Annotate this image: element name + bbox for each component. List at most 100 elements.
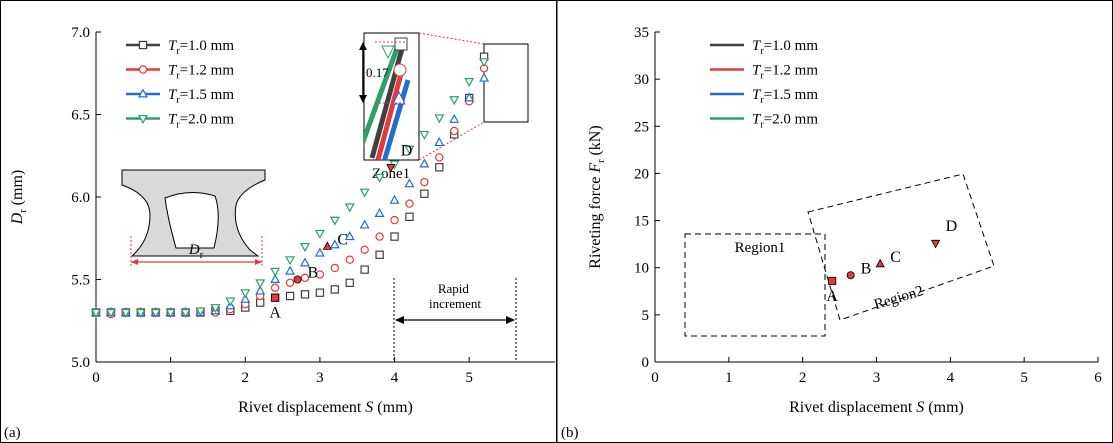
annotation-point <box>846 271 855 280</box>
data-point <box>479 72 490 82</box>
legend-marker <box>138 40 148 50</box>
data-point <box>300 243 310 253</box>
data-point <box>329 239 340 249</box>
data-point <box>479 58 490 68</box>
data-point <box>329 216 340 226</box>
data-point <box>405 212 414 221</box>
x-tick-label: 2 <box>242 370 250 386</box>
data-point <box>240 289 251 299</box>
y-tick-label: 35 <box>634 25 649 41</box>
data-point <box>330 285 340 294</box>
x-tick-label: 1 <box>167 370 175 386</box>
data-point <box>389 194 400 204</box>
rivet-cavity <box>164 192 219 249</box>
x-axis-label: Rivet displacement S (mm) <box>789 399 964 416</box>
data-point <box>300 273 310 283</box>
data-point <box>360 265 369 274</box>
x-tick-label: 5 <box>465 370 473 386</box>
x-axis-label: Rivet displacement S (mm) <box>238 399 413 416</box>
y-tick-label: 10 <box>634 261 649 277</box>
data-point <box>360 245 369 254</box>
legend-label: Tr=2.0 mm <box>752 112 818 131</box>
panel-label: (a) <box>4 425 21 441</box>
y-tick-label: 0 <box>642 355 650 371</box>
data-point <box>434 114 445 124</box>
data-point <box>345 255 354 264</box>
data-point <box>180 309 191 319</box>
data-point <box>91 309 101 319</box>
x-tick-label: 5 <box>1020 370 1028 386</box>
data-point <box>255 279 266 289</box>
legend-label: Tr=1.5 mm <box>168 87 234 106</box>
data-point <box>225 297 236 307</box>
zoom-link <box>418 121 485 161</box>
annotation-point <box>271 293 280 302</box>
annotation-point <box>930 239 941 249</box>
legend-label: Tr=1.5 mm <box>752 87 818 106</box>
data-point <box>419 130 430 140</box>
data-point <box>450 126 459 136</box>
data-point <box>255 285 266 295</box>
data-point <box>285 256 296 266</box>
data-point <box>314 247 325 257</box>
x-tick-label: 2 <box>799 370 807 386</box>
data-point <box>404 178 415 188</box>
legend-label: Tr=1.2 mm <box>752 63 818 82</box>
data-point <box>390 215 399 225</box>
annotation-label: D <box>946 218 958 235</box>
data-point <box>464 92 475 102</box>
y-tick-label: 5.0 <box>71 355 90 371</box>
region-label: Region1 <box>735 240 786 256</box>
data-point <box>165 309 176 319</box>
legend-label: Tr=1.0 mm <box>168 38 234 57</box>
annotation-label: A <box>826 288 838 305</box>
data-point <box>270 273 281 283</box>
data-point <box>344 231 355 241</box>
zone-box <box>483 43 529 123</box>
annotation-point <box>322 241 333 250</box>
data-point <box>344 203 355 213</box>
data-point <box>330 263 340 273</box>
y-tick-label: 6.5 <box>71 108 90 124</box>
data-point <box>315 288 325 297</box>
x-tick-label: 3 <box>873 370 881 386</box>
data-point <box>449 96 460 106</box>
data-point <box>315 270 325 279</box>
data-point <box>285 278 295 287</box>
annotation-label: C <box>337 232 348 249</box>
legend-marker <box>138 115 148 125</box>
data-point <box>300 257 310 267</box>
legend-marker <box>138 65 148 74</box>
y-axis-label: Dr (mm) <box>9 170 29 225</box>
y-tick-label: 30 <box>634 72 649 88</box>
y-tick-label: 7.0 <box>71 25 90 41</box>
x-tick-label: 1 <box>725 370 733 386</box>
legend-marker <box>138 88 148 98</box>
legend-label: Tr=1.2 mm <box>168 63 234 82</box>
data-point <box>270 283 280 292</box>
annotation-point <box>293 275 302 284</box>
data-point <box>404 145 415 155</box>
y-axis-label: Riveting force Fr (kN) <box>587 125 607 268</box>
data-point <box>285 291 295 301</box>
x-tick-label: 4 <box>391 370 399 386</box>
data-point <box>435 163 444 172</box>
data-point <box>405 199 414 208</box>
region-box <box>684 233 826 337</box>
x-tick-label: 0 <box>651 370 659 386</box>
annotation-point <box>386 164 396 173</box>
legend-label: Tr=2.0 mm <box>168 112 234 131</box>
y-tick-label: 6.0 <box>71 190 90 206</box>
data-point <box>300 290 310 299</box>
data-point <box>120 309 131 319</box>
y-tick-label: 15 <box>634 214 649 230</box>
data-point <box>285 265 296 275</box>
data-point <box>359 219 370 229</box>
x-tick-label: 0 <box>92 370 100 386</box>
panel-border <box>0 0 557 443</box>
data-point <box>359 188 370 198</box>
data-point <box>419 158 430 168</box>
data-point <box>390 232 399 241</box>
